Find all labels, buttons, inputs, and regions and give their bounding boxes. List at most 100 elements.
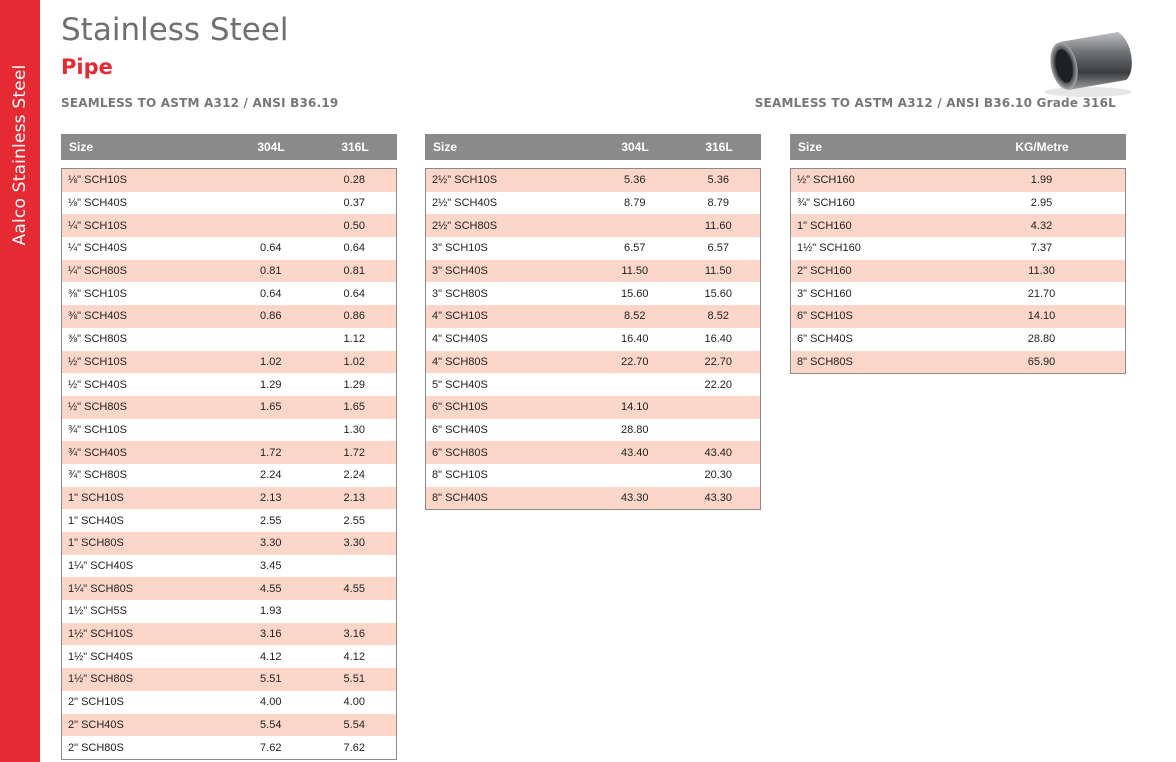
cell-304l: 3.30	[260, 537, 282, 550]
cell-316l: 3.16	[343, 628, 365, 641]
cell-316l: 11.60	[704, 219, 732, 232]
cell-316l: 15.60	[704, 287, 732, 300]
cell-316l: 1.72	[343, 446, 365, 459]
cell-304l: 4.55	[260, 582, 282, 595]
cell-316l: 0.50	[343, 219, 365, 232]
table-row: 4" SCH80S 22.70 22.70	[426, 350, 760, 374]
table-row: ¼" SCH10S 0.50	[62, 214, 396, 238]
cell-size: ½" SCH80S	[68, 401, 127, 414]
cell-316l: 0.37	[343, 197, 365, 210]
table-row: 4" SCH10S 8.52 8.52	[426, 305, 760, 328]
cell-size: 1" SCH10S	[68, 491, 124, 504]
cell-size: 1½" SCH160	[797, 242, 861, 255]
table-row: 1" SCH160 4.32	[791, 214, 1125, 238]
header-316l: 316L	[341, 140, 369, 154]
table-row: 3" SCH160 21.70	[791, 282, 1125, 306]
cell-304l: 0.81	[260, 265, 282, 278]
table-row: 2½" SCH10S 5.36 5.36	[426, 169, 760, 192]
table-row: 2" SCH10S 4.00 4.00	[62, 690, 396, 714]
cell-304l: 15.60	[620, 287, 649, 300]
cell-304l: 0.64	[260, 287, 282, 300]
side-label: Aalco Stainless Steel	[10, 64, 30, 246]
cell-size: ¾" SCH80S	[68, 469, 127, 482]
cell-size: ⅜" SCH80S	[68, 333, 127, 346]
cell-size: 2½" SCH40S	[432, 197, 498, 210]
cell-316l: 1.30	[343, 423, 365, 436]
cell-304l: 2.55	[260, 514, 282, 527]
header-304l: 304L	[621, 140, 649, 154]
table-body: ⅛" SCH10S 0.28 ⅛" SCH40S 0.37 ¼" SCH10S 0.50 ¼…	[61, 168, 397, 760]
cell-size: ⅜" SCH10S	[68, 287, 127, 300]
cell-304l: 1.93	[260, 605, 282, 618]
cell-size: ½" SCH10S	[68, 355, 127, 368]
table-header: Size 304L 316L	[61, 134, 397, 160]
pipe-image	[1044, 32, 1132, 97]
table-row: 1¼" SCH80S 4.55 4.55	[62, 577, 396, 601]
cell-316l: 0.28	[343, 174, 365, 187]
cell-size: 3" SCH10S	[432, 242, 488, 255]
cell-304l: 7.62	[260, 741, 282, 754]
cell-316l: 2.13	[343, 491, 365, 504]
table-row: 3" SCH80S 15.60 15.60	[426, 282, 760, 306]
cell-kg-metre: 28.80	[1027, 333, 1056, 346]
table-row: 2½" SCH40S 8.79 8.79	[426, 191, 760, 215]
table-row: 2" SCH160 11.30	[791, 259, 1125, 283]
cell-size: ¾" SCH40S	[68, 446, 127, 459]
cell-size: 1½" SCH10S	[68, 628, 134, 641]
page-subtitle: Pipe	[61, 55, 113, 79]
table-row: 1¼" SCH40S 3.45	[62, 554, 396, 578]
table-row: ⅜" SCH10S 0.64 0.64	[62, 282, 396, 306]
table-row: ⅜" SCH40S 0.86 0.86	[62, 305, 396, 328]
cell-316l: 1.02	[343, 355, 365, 368]
cell-size: 1½" SCH80S	[68, 673, 134, 686]
cell-size: 4" SCH40S	[432, 333, 488, 346]
cell-size: ¼" SCH10S	[68, 219, 127, 232]
table-row: 1½" SCH40S 4.12 4.12	[62, 645, 396, 669]
cell-size: ⅜" SCH40S	[68, 310, 127, 323]
cell-kg-metre: 14.10	[1027, 310, 1056, 323]
cell-316l: 7.62	[343, 741, 365, 754]
table-row: 3" SCH40S 11.50 11.50	[426, 259, 760, 283]
cell-kg-metre: 1.99	[1030, 174, 1053, 187]
cell-304l: 0.86	[260, 310, 282, 323]
side-band: Aalco Stainless Steel	[0, 0, 40, 762]
table-row: 1½" SCH80S 5.51 5.51	[62, 668, 396, 691]
table-row: ½" SCH10S 1.02 1.02	[62, 350, 396, 374]
cell-316l: 5.54	[343, 718, 365, 731]
table-row: 4" SCH40S 16.40 16.40	[426, 327, 760, 351]
header-size: Size	[433, 140, 458, 154]
cell-316l: 5.51	[343, 673, 365, 686]
cell-size: 2½" SCH10S	[432, 174, 498, 187]
cell-304l: 5.54	[260, 718, 282, 731]
cell-304l: 5.51	[260, 673, 282, 686]
table-row: 1" SCH10S 2.13 2.13	[62, 486, 396, 510]
cell-304l: 11.50	[621, 265, 649, 278]
cell-316l: 11.50	[704, 265, 732, 278]
cell-316l: 20.30	[704, 469, 732, 482]
cell-304l: 3.45	[260, 560, 282, 573]
cell-304l: 4.12	[260, 650, 282, 663]
cell-size: 1¼" SCH40S	[68, 560, 134, 573]
cell-size: 3" SCH40S	[432, 265, 488, 278]
table-row: ¾" SCH80S 2.24 2.24	[62, 463, 396, 487]
cell-size: 6" SCH40S	[797, 333, 853, 346]
cell-304l: 8.79	[624, 197, 646, 210]
header-size: Size	[798, 140, 823, 154]
table-body: ½" SCH160 1.99 ¾" SCH160 2.95 1" SCH160 4.32 1…	[790, 168, 1126, 375]
cell-316l: 0.64	[343, 287, 365, 300]
cell-size: 3" SCH80S	[432, 287, 488, 300]
cell-size: 8" SCH10S	[432, 469, 488, 482]
table-row: 8" SCH80S 65.90	[791, 350, 1125, 374]
cell-304l: 0.64	[260, 242, 282, 255]
cell-size: ⅛" SCH40S	[68, 197, 127, 210]
cell-316l: 4.12	[343, 650, 365, 663]
cell-316l: 4.00	[343, 696, 365, 709]
table-body: 2½" SCH10S 5.36 5.36 2½" SCH40S 8.79 8.79 2½" …	[425, 168, 761, 511]
cell-size: 1½" SCH40S	[68, 650, 134, 663]
cell-304l: 1.02	[260, 355, 282, 368]
cell-316l: 1.29	[343, 378, 365, 391]
cell-size: ¼" SCH80S	[68, 265, 127, 278]
cell-size: 1¼" SCH80S	[68, 582, 134, 595]
cell-size: 6" SCH40S	[432, 423, 488, 436]
cell-316l: 22.20	[704, 378, 732, 391]
